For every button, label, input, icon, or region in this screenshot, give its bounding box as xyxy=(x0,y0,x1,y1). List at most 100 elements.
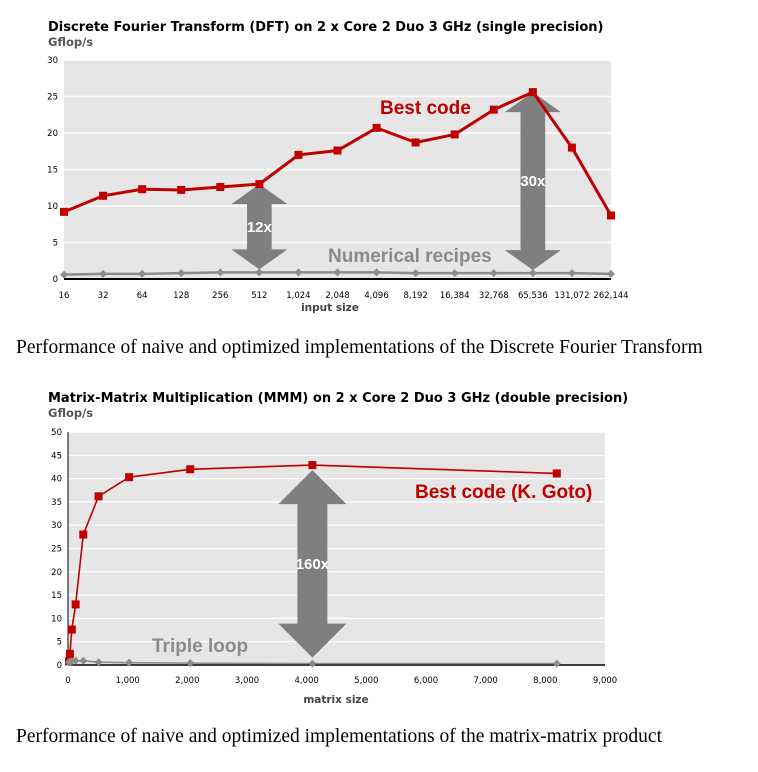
dft-point-1 xyxy=(294,268,303,277)
dft-y-tick-label: 30 xyxy=(47,56,58,66)
mmm-x-axis-title: matrix size xyxy=(303,694,368,706)
dft-x-tick-label: 8,192 xyxy=(403,291,427,301)
mmm-annotation-0-arrow xyxy=(278,470,347,658)
dft-x-tick-label: 128 xyxy=(173,291,189,301)
dft-y-tick-label: 10 xyxy=(47,202,58,212)
dft-point-0 xyxy=(528,88,537,97)
mmm-best-code-label: Best code (K. Goto) xyxy=(415,482,592,503)
dft-point-1 xyxy=(60,270,68,279)
dft-point-1 xyxy=(489,269,498,278)
dft-y-unit: Gflop/s xyxy=(48,35,93,49)
dft-point-0 xyxy=(450,130,459,139)
dft-point-1 xyxy=(333,268,342,277)
mmm-caption: Performance of naive and optimized imple… xyxy=(16,726,663,747)
dft-point-0 xyxy=(411,138,420,147)
dft-x-tick-label: 131,072 xyxy=(554,291,589,301)
mmm-point-1 xyxy=(125,658,134,667)
dft-point-1 xyxy=(177,269,186,278)
dft-y-tick-label: 25 xyxy=(47,93,58,103)
dft-point-1 xyxy=(528,269,537,278)
dft-point-0 xyxy=(60,207,68,216)
mmm-point-1 xyxy=(94,658,103,667)
dft-point-0 xyxy=(607,211,615,220)
mmm-point-0 xyxy=(552,469,561,478)
dft-annotation-0-arrow xyxy=(231,184,288,270)
mmm-point-0 xyxy=(125,473,134,482)
dft-point-1 xyxy=(567,269,576,278)
mmm-y-tick-label: 25 xyxy=(51,545,62,555)
dft-annotation-0-arrow-label: 12x xyxy=(247,219,273,236)
mmm-y-unit: Gflop/s xyxy=(48,406,93,420)
dft-point-1 xyxy=(138,269,147,278)
dft-x-tick-label: 262,144 xyxy=(593,291,628,301)
dft-point-0 xyxy=(333,146,342,155)
dft-point-0 xyxy=(99,191,108,200)
mmm-point-0 xyxy=(67,625,76,634)
mmm-y-tick-label: 5 xyxy=(57,638,62,648)
dft-x-tick-label: 4,096 xyxy=(364,291,388,301)
dft-y-tick-label: 0 xyxy=(53,275,58,285)
mmm-x-tick-label: 4,000 xyxy=(294,676,318,686)
dft-point-1 xyxy=(607,269,615,278)
mmm-y-tick-label: 15 xyxy=(51,591,62,601)
mmm-chart-title: Matrix-Matrix Multiplication (MMM) on 2 … xyxy=(48,391,628,406)
dft-chart-title: Discrete Fourier Transform (DFT) on 2 x … xyxy=(48,20,604,35)
mmm-point-1 xyxy=(308,659,317,668)
mmm-point-0 xyxy=(186,465,195,474)
mmm-point-1 xyxy=(71,656,80,665)
dft-x-tick-label: 64 xyxy=(137,291,148,301)
mmm-triple-loop-label: Triple loop xyxy=(152,636,248,657)
dft-point-0 xyxy=(567,143,576,152)
mmm-x-tick-label: 7,000 xyxy=(473,676,497,686)
dft-point-1 xyxy=(99,269,108,278)
dft-point-0 xyxy=(177,185,186,194)
mmm-point-1 xyxy=(67,657,76,666)
mmm-annotation-0-arrow-label: 160x xyxy=(296,556,330,573)
mmm-point-0 xyxy=(71,600,80,609)
dft-point-1 xyxy=(411,269,420,278)
dft-point-0 xyxy=(216,183,225,192)
mmm-x-tick-label: 9,000 xyxy=(593,676,617,686)
dft-point-0 xyxy=(255,180,264,189)
dft-x-tick-label: 32 xyxy=(98,291,109,301)
dft-x-tick-label: 16,384 xyxy=(440,291,470,301)
dft-x-tick-label: 256 xyxy=(212,291,228,301)
mmm-y-tick-label: 50 xyxy=(51,428,62,438)
dft-x-tick-label: 1,024 xyxy=(286,291,310,301)
mmm-point-1 xyxy=(79,656,88,665)
dft-annotation-1-arrow xyxy=(504,92,561,271)
mmm-y-tick-label: 35 xyxy=(51,498,62,508)
mmm-x-tick-label: 1,000 xyxy=(115,676,139,686)
dft-x-tick-label: 16 xyxy=(59,291,70,301)
dft-point-0 xyxy=(372,123,381,132)
dft-numerical-recipes-label: Numerical recipes xyxy=(328,246,492,267)
dft-x-tick-label: 32,768 xyxy=(479,291,509,301)
mmm-chart: Matrix-Matrix Multiplication (MMM) on 2 … xyxy=(48,391,628,706)
dft-point-1 xyxy=(372,268,381,277)
mmm-y-tick-label: 40 xyxy=(51,475,62,485)
dft-x-axis-title: input size xyxy=(301,302,359,314)
mmm-point-1 xyxy=(552,659,561,668)
dft-y-tick-label: 5 xyxy=(53,239,58,249)
dft-point-0 xyxy=(294,150,303,159)
mmm-point-0 xyxy=(79,530,88,539)
mmm-point-0 xyxy=(65,649,74,658)
dft-chart: Discrete Fourier Transform (DFT) on 2 x … xyxy=(47,20,628,314)
dft-annotation-1-arrow-label: 30x xyxy=(520,173,546,190)
dft-x-tick-label: 512 xyxy=(251,291,267,301)
dft-point-0 xyxy=(489,105,498,114)
dft-x-tick-label: 2,048 xyxy=(325,291,349,301)
mmm-x-tick-label: 5,000 xyxy=(354,676,378,686)
mmm-y-tick-label: 20 xyxy=(51,568,62,578)
mmm-y-tick-label: 0 xyxy=(57,661,62,671)
mmm-y-tick-label: 10 xyxy=(51,614,62,624)
dft-point-1 xyxy=(255,268,264,277)
mmm-y-tick-label: 45 xyxy=(51,451,62,461)
dft-y-tick-label: 15 xyxy=(47,166,58,176)
mmm-point-0 xyxy=(308,461,317,470)
mmm-point-1 xyxy=(186,659,195,668)
mmm-x-tick-label: 2,000 xyxy=(175,676,199,686)
mmm-x-tick-label: 3,000 xyxy=(235,676,259,686)
mmm-x-tick-label: 0 xyxy=(65,676,70,686)
dft-point-0 xyxy=(138,185,147,194)
